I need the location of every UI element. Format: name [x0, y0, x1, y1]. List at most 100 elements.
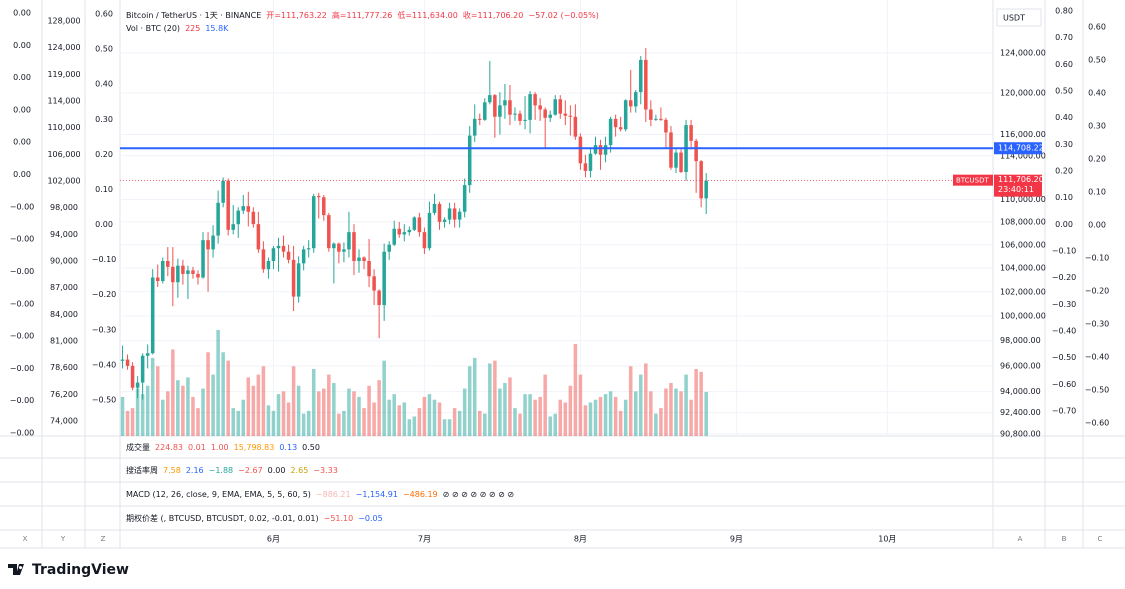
candle-body [352, 232, 356, 262]
volume-bar [533, 399, 537, 436]
candle-body [523, 119, 527, 121]
candle-body [392, 228, 396, 245]
candle-body [286, 251, 291, 260]
volume-bar [256, 374, 261, 436]
candle-body [357, 257, 361, 262]
y-tick-label: 102,000.00 [1000, 287, 1046, 296]
x-tick-label: 8月 [574, 535, 587, 544]
volume-bar [593, 399, 598, 436]
volume-bar [166, 391, 170, 436]
unit-box [996, 8, 1042, 27]
volume-bar [563, 402, 568, 436]
volume-bar [412, 416, 417, 436]
side-axis-label: 0.00 [13, 105, 31, 114]
pane-value: 1.00 [211, 443, 229, 452]
pane-value: −2.67 [238, 466, 263, 475]
pane-title: 期权价差 (, BTCUSD, BTCUSDT, 0.02, -0.01, 0.… [126, 513, 319, 523]
candle-body [427, 212, 432, 249]
volume-bar [171, 349, 175, 436]
volume-bar [583, 405, 588, 436]
volume-bar [120, 396, 125, 436]
pane-value: ⊘ ⊘ ⊘ ⊘ ⊘ ⊘ ⊘ ⊘ [443, 490, 514, 499]
side-axis-label: −0.50 [1052, 353, 1077, 362]
pane-value: 0.00 [268, 466, 286, 475]
candle-body [191, 270, 195, 274]
last-price-box [994, 174, 1042, 197]
volume-bar [603, 394, 608, 436]
candle-body [125, 359, 130, 366]
pane-value: −0.05 [358, 514, 383, 523]
candle-body [236, 210, 241, 225]
side-axis-label: 87,000 [50, 283, 78, 292]
pane-legend: 期权价差 (, BTCUSD, BTCUSDT, 0.02, -0.01, 0.… [126, 513, 383, 523]
candle-body [337, 243, 341, 252]
side-axis-label: 0.50 [95, 45, 113, 54]
volume-bar [498, 388, 502, 436]
candle-body [196, 273, 200, 278]
volume-bar [377, 380, 381, 436]
candle-body [372, 276, 376, 291]
pane-value: −1,154.91 [356, 490, 398, 499]
candle-body [674, 152, 678, 168]
candle-body [261, 249, 266, 270]
volume-bar [478, 410, 482, 436]
candle-body [498, 105, 502, 117]
candle-body [513, 113, 517, 115]
volume-bar [467, 366, 472, 436]
candle-body [467, 135, 472, 186]
side-axis-label: 0.80 [1055, 7, 1073, 16]
side-axis-label: −0.10 [1085, 254, 1110, 263]
volume-bar [633, 391, 638, 436]
candle-body [649, 109, 653, 120]
pane-legend: 成交量 224.83 0.01 1.00 15,798.83 0.13 0.50 [126, 442, 320, 452]
brand-name: TradingView [32, 562, 129, 578]
candle-body [603, 145, 608, 155]
side-axis-label: 0.00 [13, 73, 31, 82]
candle-body [362, 257, 366, 262]
volume-bar [382, 360, 386, 436]
y-tick-label: 124,000.00 [1000, 49, 1046, 58]
volume-bar [664, 388, 668, 436]
volume-bar [392, 394, 396, 436]
side-axis-label: 0.60 [95, 10, 113, 19]
candle-body [432, 203, 437, 213]
volume-legend-value: 15.8K [205, 24, 229, 33]
volume-bar [347, 388, 351, 436]
volume-bar [508, 377, 512, 436]
volume-bar [135, 388, 140, 436]
side-axis-label: 0.30 [1055, 140, 1073, 149]
candle-body [216, 202, 220, 236]
candle-body [633, 92, 638, 107]
volume-bar [422, 396, 427, 436]
candle-body [447, 208, 452, 220]
volume-bar [518, 413, 522, 436]
candle-body [231, 224, 235, 230]
candle-body [347, 232, 351, 250]
volume-bar [211, 374, 215, 436]
candle-body [155, 277, 160, 282]
volume-legend-value: 225 [185, 24, 200, 33]
y-tick-label: 116,000.00 [1000, 130, 1046, 139]
hline-label: 114,708.22 [998, 144, 1044, 153]
candle-body [145, 353, 150, 356]
candle-body [150, 277, 155, 354]
candle-body [548, 114, 552, 118]
axis-letter: A [1018, 535, 1023, 543]
candle-body [140, 355, 145, 383]
side-axis-label: 106,000 [47, 150, 80, 159]
side-axis-label: 0.60 [1088, 23, 1106, 32]
volume-bar [251, 385, 256, 436]
volume-bar [301, 413, 306, 436]
candle-body [161, 261, 165, 282]
candle-body [211, 235, 215, 250]
volume-bar [241, 399, 246, 436]
pane-value: 2.16 [186, 466, 204, 475]
candle-body [623, 100, 628, 130]
x-tick-label: 6月 [267, 535, 280, 544]
volume-bar [266, 405, 271, 436]
candle-body [553, 99, 558, 115]
candle-body [628, 100, 633, 107]
candle-body [417, 217, 422, 233]
volume-bar [281, 391, 286, 436]
